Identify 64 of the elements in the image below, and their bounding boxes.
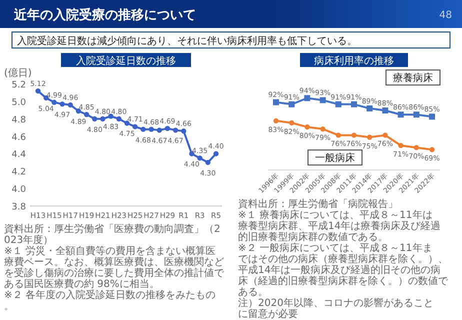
point (382, 132, 388, 138)
chart-title: 病床利用率の推移 (314, 55, 394, 67)
text: 注）2020年以降、コロナの影響があることに留意が必要 (238, 297, 434, 320)
text: ※１ 療養病床については、平成８～11年は療養型病床群、平成14年は療養病床及び経過的旧療養型病床群の数値である。 (238, 209, 441, 243)
point (52, 100, 57, 105)
point (429, 147, 435, 152)
text: ※１ 労災・全額自費等の費用を含まない概算医療費ベース。なお、概算医療費は、医療機関などを受診し傷病の治療に要した費用全体の推計値である国民医療費の約 98%に相当。 (4, 245, 225, 290)
point (164, 126, 170, 132)
point (84, 112, 90, 118)
point (156, 128, 162, 133)
point (304, 124, 310, 130)
y-tick-label: 4.4 (12, 150, 26, 160)
series-label: 一般病床 (315, 152, 355, 164)
point (351, 132, 357, 138)
point (304, 95, 310, 102)
point (172, 128, 178, 133)
text: 資料出所：厚生労働省「医療費の動向調査」（2023年度） (4, 223, 220, 246)
point (273, 99, 279, 106)
point (320, 97, 326, 104)
text: 療養病床 (393, 72, 433, 84)
point (429, 114, 435, 120)
point (398, 112, 404, 118)
chart-title: 入院受診延日数の推移 (76, 55, 176, 67)
point (205, 160, 211, 166)
point (398, 142, 404, 148)
point (116, 116, 122, 122)
point (92, 116, 98, 122)
point (148, 126, 154, 132)
y-tick-label: 4.2 (12, 168, 26, 178)
point (289, 120, 294, 126)
point (366, 105, 373, 112)
point (351, 101, 357, 108)
text: 資料出所：厚生労働省「病院報告」 (238, 198, 398, 210)
y-tick-label: 5.2 (12, 80, 26, 90)
point (124, 120, 130, 126)
point (413, 112, 420, 118)
point (336, 132, 341, 138)
point (100, 116, 106, 122)
text: 入院受診延日数は減少傾向にあり、それに伴い病床利用率も低下している。 (17, 35, 357, 47)
y-tick-label: 4.6 (12, 132, 26, 143)
text: ※２ 一般病床については、平成８～11年まではその他の病床（療養型病床群を除く。）、平成14年は一般病床及び経過的旧その他の病床（経過的旧療養型病床群を除く。）の数値である。 (238, 242, 449, 298)
text: ※２ 各年度の入院受診延日数の推移をみたもの。 (4, 289, 216, 312)
point (132, 124, 138, 130)
point (213, 151, 219, 156)
point (60, 101, 65, 107)
y-tick-label: 5.0 (12, 98, 26, 108)
point (68, 102, 73, 108)
point (273, 118, 279, 124)
y-axis-title: (億日) (4, 67, 32, 79)
point (140, 126, 146, 132)
point (35, 88, 41, 94)
y-tick-label: 4.0 (12, 185, 26, 196)
y-tick-label: 4.8 (12, 115, 26, 126)
point (288, 101, 295, 108)
text: 近年の入院受療の推移について (13, 7, 196, 23)
point (181, 128, 186, 134)
text: 48 (439, 10, 452, 21)
point (367, 134, 372, 140)
point (414, 144, 419, 150)
y-tick-label: 3.8 (12, 202, 26, 212)
point (335, 101, 342, 108)
point (382, 107, 388, 114)
point (320, 126, 326, 132)
point (197, 155, 202, 161)
